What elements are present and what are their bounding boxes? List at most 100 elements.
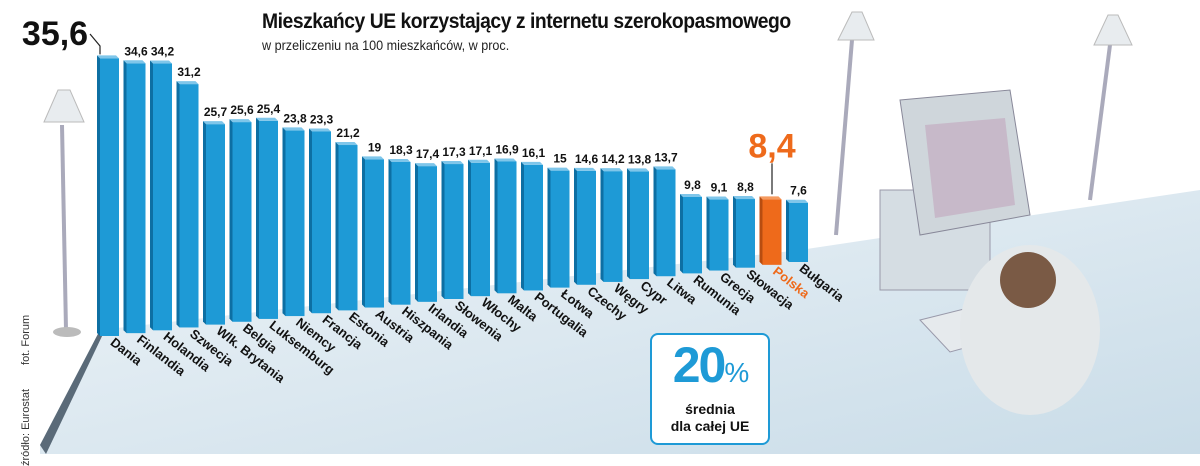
chart-subtitle: w przeliczeniu na 100 mieszkańców, w pro… bbox=[262, 37, 510, 53]
value-label: 17,4 bbox=[416, 147, 440, 161]
bar-Portugalia bbox=[524, 164, 543, 291]
bar-top bbox=[627, 168, 649, 172]
bar-Francja bbox=[312, 131, 331, 314]
lamp-right bbox=[834, 11, 1133, 236]
value-label: 17,3 bbox=[442, 145, 466, 159]
bar-top bbox=[468, 159, 490, 163]
bar-side bbox=[362, 156, 365, 308]
value-label: 14,6 bbox=[575, 152, 599, 166]
bar-Grecja bbox=[709, 199, 729, 271]
value-label: 25,7 bbox=[204, 105, 228, 119]
bar-side bbox=[441, 161, 445, 299]
infographic: 35,6 Dania 34,6 Finlandia 34,2 Holandia 31,2 Sz… bbox=[20, 10, 1200, 466]
bar-Łotwa bbox=[550, 170, 570, 288]
bar-top bbox=[547, 167, 570, 171]
bar-top bbox=[123, 60, 146, 64]
value-label: 17,1 bbox=[469, 144, 493, 158]
bar-Bułgaria bbox=[789, 202, 808, 262]
bar-Wlk. Brytania bbox=[206, 124, 225, 325]
value-label: 9,8 bbox=[684, 178, 701, 192]
bar-top bbox=[362, 156, 384, 160]
value-label: 14,2 bbox=[601, 152, 625, 166]
bar-side bbox=[733, 196, 736, 268]
value-label: 31,2 bbox=[177, 65, 201, 79]
bar-side bbox=[388, 158, 392, 305]
bar-side bbox=[97, 55, 100, 336]
bar-side bbox=[203, 121, 206, 325]
value-label: 13,7 bbox=[654, 150, 678, 164]
bar-top bbox=[335, 142, 358, 146]
bar-Szwecja bbox=[179, 84, 199, 328]
value-label: 9,1 bbox=[711, 181, 728, 195]
bar-Malta bbox=[497, 161, 517, 294]
bar-top bbox=[521, 161, 543, 165]
bar-side bbox=[282, 127, 286, 317]
bar-side bbox=[494, 158, 498, 294]
average-box: 20% średnia dla całej UE bbox=[650, 333, 770, 445]
bar-side bbox=[521, 161, 524, 291]
bar-Czechy bbox=[577, 170, 596, 285]
source-note: źródło: Eurostat bbox=[20, 388, 32, 466]
bar-Cypr bbox=[630, 171, 649, 280]
credits: źródło: Eurostat fot. Forum bbox=[20, 315, 32, 466]
bar-Irlandia bbox=[418, 166, 437, 302]
bar-Belgia bbox=[232, 122, 252, 322]
bar-side bbox=[759, 196, 763, 265]
value-label: 13,8 bbox=[628, 152, 652, 166]
value-label: 25,4 bbox=[257, 102, 281, 116]
value-label: 23,8 bbox=[283, 111, 307, 125]
bar-Niemcy bbox=[285, 130, 305, 317]
value-label: 19 bbox=[368, 140, 382, 154]
bar-Dania bbox=[100, 58, 119, 336]
average-unit: % bbox=[724, 357, 749, 388]
bar-side bbox=[229, 119, 233, 322]
bar-side bbox=[309, 128, 312, 314]
value-label: 8,4 bbox=[748, 127, 795, 165]
bar-top bbox=[733, 196, 755, 200]
photo-credit: fot. Forum bbox=[20, 314, 32, 365]
bar-side bbox=[335, 142, 339, 311]
bar-top bbox=[706, 196, 729, 200]
bar-side bbox=[150, 60, 153, 331]
desk-edge bbox=[40, 330, 104, 454]
bar-Litwa bbox=[656, 169, 676, 277]
bar-top bbox=[282, 127, 305, 131]
chart-title: Mieszkańcy UE korzystający z internetu s… bbox=[262, 10, 791, 33]
bar-side bbox=[176, 81, 180, 328]
value-label: 34,6 bbox=[124, 44, 148, 58]
bar-side bbox=[627, 168, 630, 280]
average-value: 20% bbox=[652, 337, 768, 401]
bar-side bbox=[600, 168, 604, 282]
bar-top bbox=[680, 193, 702, 197]
bar-side bbox=[653, 166, 657, 277]
bar-side bbox=[468, 159, 471, 297]
value-label: 16,9 bbox=[495, 142, 519, 156]
bar-side bbox=[706, 196, 710, 271]
value-label: 7,6 bbox=[790, 184, 807, 198]
bar-Rumunia bbox=[683, 196, 702, 274]
value-label: 15 bbox=[553, 152, 567, 166]
bar-side bbox=[786, 199, 789, 262]
lamp-left bbox=[43, 89, 85, 337]
bar-Słowacja bbox=[736, 199, 755, 268]
value-label: 18,3 bbox=[389, 143, 413, 157]
bar-top bbox=[150, 60, 172, 64]
bar-Słowenia bbox=[444, 164, 464, 299]
bar-top bbox=[494, 158, 517, 162]
bar-side bbox=[415, 163, 418, 302]
bar-top bbox=[759, 196, 782, 200]
value-label: 23,3 bbox=[310, 112, 334, 126]
bar-Włochy bbox=[471, 162, 490, 297]
bar-top bbox=[203, 121, 225, 125]
bar-top bbox=[653, 166, 676, 170]
bar-top bbox=[176, 81, 199, 85]
bar-Estonia bbox=[338, 145, 358, 311]
bar-Luksemburg bbox=[259, 120, 278, 319]
bar-Austria bbox=[365, 159, 384, 308]
leader-line bbox=[89, 33, 101, 55]
bar-chart: 35,6Dania34,6Finlandia34,2Holandia31,2Sz… bbox=[22, 11, 1200, 454]
bar-Hiszpania bbox=[391, 161, 411, 305]
bar-top bbox=[786, 199, 808, 203]
value-label: 25,6 bbox=[230, 103, 254, 117]
average-number: 20 bbox=[672, 337, 727, 393]
